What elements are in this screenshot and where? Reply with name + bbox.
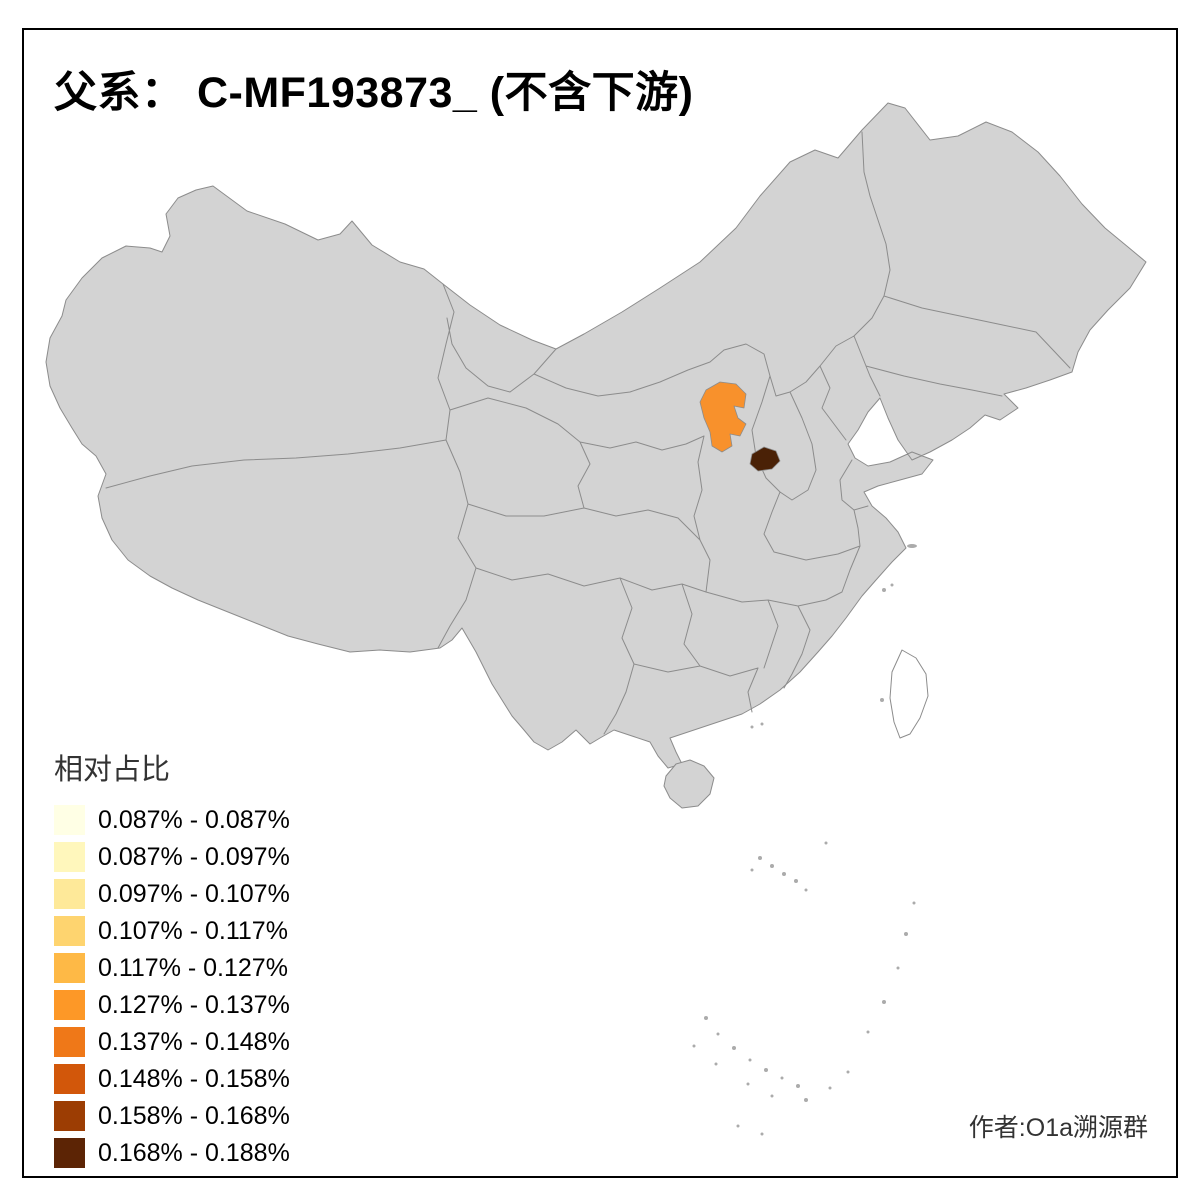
legend-label: 0.148% - 0.158%	[98, 1064, 290, 1093]
legend-swatch	[54, 1101, 85, 1131]
legend-item: 0.158% - 0.168%	[54, 1101, 290, 1131]
legend-item: 0.117% - 0.127%	[54, 953, 290, 983]
legend-label: 0.127% - 0.137%	[98, 990, 290, 1019]
south-china-sea-islands	[692, 841, 916, 1136]
legend-swatch	[54, 916, 85, 946]
hainan-island	[663, 759, 715, 809]
legend-label: 0.137% - 0.148%	[98, 1027, 290, 1056]
legend-label: 0.158% - 0.168%	[98, 1101, 290, 1130]
legend-label: 0.087% - 0.097%	[98, 842, 290, 871]
legend-swatch	[54, 1064, 85, 1094]
legend-swatch	[54, 805, 85, 835]
legend-item: 0.148% - 0.158%	[54, 1064, 290, 1094]
legend-label: 0.107% - 0.117%	[98, 916, 288, 945]
legend-items: 0.087% - 0.087% 0.087% - 0.097% 0.097% - 0…	[54, 805, 290, 1168]
highlighted-region-1	[699, 381, 747, 453]
coastal-islands	[750, 544, 917, 729]
province-borders	[105, 131, 1071, 735]
legend-title: 相对占比	[54, 754, 171, 786]
legend-item: 0.087% - 0.097%	[54, 842, 290, 872]
legend-item: 0.137% - 0.148%	[54, 1027, 290, 1057]
legend-swatch	[54, 842, 85, 872]
legend-swatch	[54, 1027, 85, 1057]
legend-item: 0.097% - 0.107%	[54, 879, 290, 909]
legend-item: 0.168% - 0.188%	[54, 1138, 290, 1168]
taiwan-island	[889, 649, 929, 739]
legend-swatch	[54, 953, 85, 983]
highlighted-region-2	[749, 446, 781, 472]
mainland-china	[45, 102, 1147, 769]
legend: 相对占比 0.087% - 0.087% 0.087% - 0.097% 0.097…	[54, 746, 290, 1175]
map-title: 父系： C-MF193873_ (不含下游)	[54, 69, 694, 117]
legend-label: 0.117% - 0.127%	[98, 953, 288, 982]
legend-swatch	[54, 990, 85, 1020]
legend-label: 0.168% - 0.188%	[98, 1138, 290, 1167]
legend-swatch	[54, 879, 85, 909]
legend-label: 0.097% - 0.107%	[98, 879, 290, 908]
legend-item: 0.107% - 0.117%	[54, 916, 290, 946]
legend-item: 0.127% - 0.137%	[54, 990, 290, 1020]
attribution: 作者:O1a溯源群	[968, 1114, 1148, 1142]
legend-item: 0.087% - 0.087%	[54, 805, 290, 835]
legend-label: 0.087% - 0.087%	[98, 805, 290, 834]
legend-swatch	[54, 1138, 85, 1168]
